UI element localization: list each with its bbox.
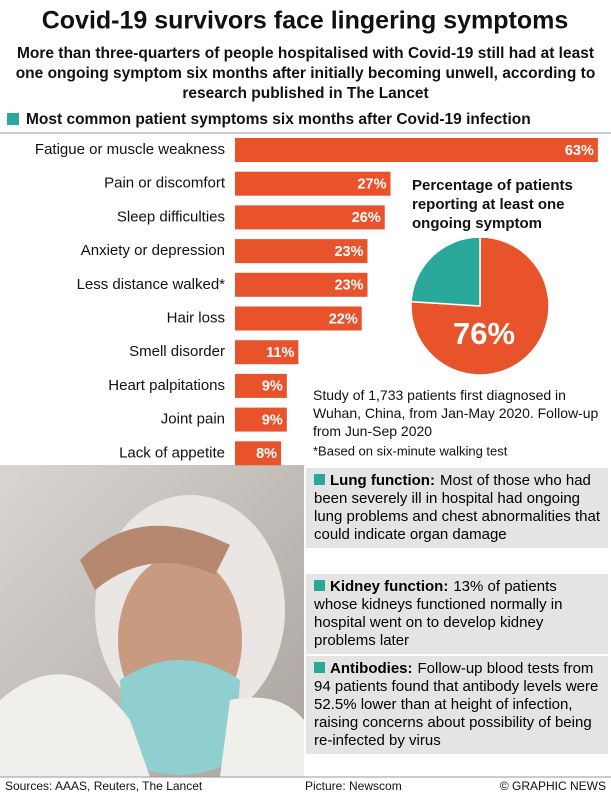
value-label: 22% — [329, 311, 358, 327]
box-heading: Antibodies: — [330, 660, 413, 677]
category-label: Joint pain — [161, 411, 225, 428]
bar — [235, 205, 385, 230]
category-label: Fatigue or muscle weakness — [35, 141, 225, 158]
value-label: 11% — [266, 345, 294, 361]
credit: © GRAPHIC NEWS — [500, 779, 606, 793]
title: Covid-19 survivors face lingering sympto… — [42, 7, 569, 35]
category-label: Sleep difficulties — [117, 208, 225, 225]
bar — [235, 441, 282, 466]
box-marker — [314, 474, 325, 485]
footnote: *Based on six-minute walking test — [313, 443, 508, 458]
box-heading: Kidney function: — [330, 578, 449, 595]
pie-label: 76% — [453, 316, 515, 351]
value-label: 8% — [256, 446, 277, 462]
value-label: 9% — [262, 379, 283, 395]
value-label: 26% — [352, 210, 381, 226]
bar — [235, 407, 287, 432]
pie-title: Percentage of patients reporting at leas… — [412, 177, 573, 232]
bar-title: Most common patient symptoms six months … — [26, 111, 531, 128]
category-label: Heart palpitations — [108, 377, 225, 394]
category-label: Lack of appetite — [119, 444, 225, 461]
picture-credit: Picture: Newscom — [305, 779, 402, 793]
category-label: Hair loss — [167, 309, 225, 326]
box-body: Follow-up blood tests from 94 patients f… — [314, 660, 599, 749]
box-marker — [314, 662, 325, 673]
category-label: Pain or discomfort — [104, 175, 226, 192]
box-body: Most of those who had been severely ill … — [314, 472, 600, 543]
bar — [235, 272, 368, 297]
box-body: 13% of patients whose kidneys functioned… — [314, 578, 563, 649]
category-label: Anxiety or depression — [81, 242, 225, 259]
bar — [235, 171, 391, 196]
subtitle: More than three-quarters of people hospi… — [15, 45, 596, 102]
bar — [235, 138, 598, 162]
value-label: 23% — [334, 278, 363, 294]
value-label: 9% — [262, 412, 283, 428]
photo — [0, 465, 304, 777]
info-box: Kidney function: 13% of patients whose ki… — [306, 574, 608, 654]
bar — [235, 306, 362, 331]
category-label: Smell disorder — [129, 343, 225, 360]
value-label: 63% — [565, 143, 594, 159]
sources: Sources: AAAS, Reuters, The Lancet — [5, 779, 203, 793]
value-label: 27% — [357, 177, 386, 193]
box-heading: Lung function: — [330, 472, 435, 489]
pie-slice — [410, 236, 481, 307]
value-label: 23% — [334, 244, 363, 260]
info-box: Lung function: Most of those who had been… — [306, 468, 608, 548]
box-marker — [314, 580, 325, 591]
bar — [235, 239, 368, 264]
bar — [235, 373, 287, 398]
study-note: Study of 1,733 patients first diagnosed … — [313, 387, 599, 439]
bar — [235, 340, 299, 365]
legend-square — [7, 113, 19, 125]
category-label: Less distance walked* — [77, 276, 226, 293]
info-box: Antibodies: Follow-up blood tests from 94… — [306, 656, 608, 754]
